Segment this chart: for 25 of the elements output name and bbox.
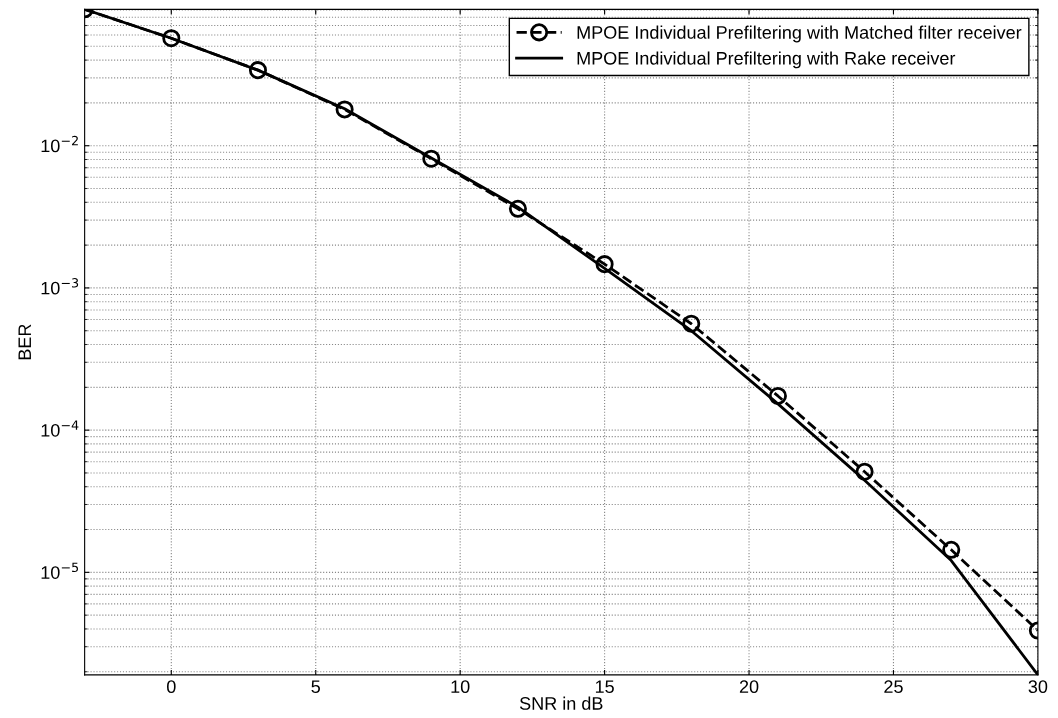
y-tick-label: 10$^{−3}$ (41, 278, 79, 295)
x-tick-label: 30 (1028, 680, 1048, 694)
y-tick-label: 10$^{−5}$ (41, 562, 79, 579)
point (162, 29, 181, 48)
y-tick-label: 10$^{−4}$ (41, 420, 79, 437)
point (335, 100, 354, 119)
x-axis-title: SNR in dB (519, 696, 603, 710)
point (942, 540, 961, 559)
x-tick-label: 25 (884, 680, 903, 694)
x-tick-label: 10 (451, 680, 470, 694)
point (422, 149, 441, 168)
point (682, 314, 701, 333)
legend-label: MPOE Individual Prefiltering with Rake receiver (577, 51, 956, 69)
x-tick-label: 20 (739, 680, 759, 694)
point (248, 61, 267, 80)
y-tick-label: 10$^{−2}$ (41, 135, 78, 153)
x-tick-label: 15 (595, 680, 614, 694)
x-tick-label: 0 (166, 680, 176, 694)
x-tick-label: 5 (311, 680, 320, 694)
point (595, 255, 614, 274)
legend-label: MPOE Individual Prefiltering with Matched filter receiver (577, 25, 1022, 43)
point (768, 386, 787, 405)
point (508, 199, 527, 218)
y-axis-title: BER (18, 324, 31, 360)
point (855, 462, 874, 481)
